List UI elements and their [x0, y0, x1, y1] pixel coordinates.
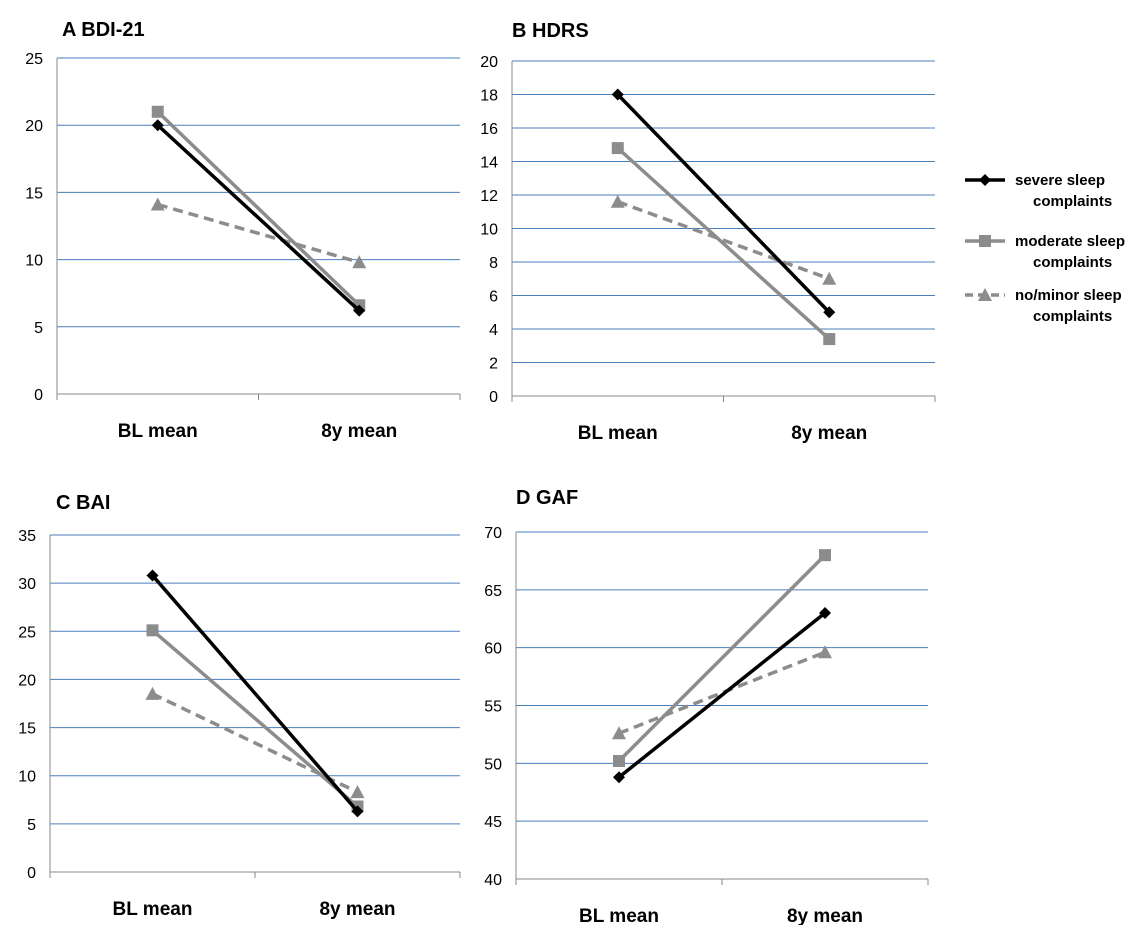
data-point-moderate [613, 755, 625, 768]
x-tick-label: BL mean [118, 421, 198, 442]
y-tick-label: 8 [489, 255, 498, 272]
y-tick-label: 60 [484, 641, 502, 658]
y-tick-label: 70 [484, 525, 502, 542]
x-tick-label: 8y mean [321, 421, 397, 442]
legend-label: severe sleep [1015, 172, 1105, 189]
y-tick-label: 35 [18, 528, 36, 545]
y-tick-label: 10 [480, 222, 498, 239]
data-point-nominor [350, 785, 365, 799]
panel-title: A BDI-21 [62, 19, 145, 41]
data-point-moderate [823, 333, 836, 346]
y-tick-label: 25 [18, 624, 36, 641]
data-point-nominor [822, 271, 837, 285]
series-line-nominor [618, 650, 826, 735]
y-tick-label: 4 [489, 322, 498, 339]
y-tick-label: 25 [25, 51, 43, 68]
y-tick-label: 5 [34, 320, 43, 337]
legend-label: complaints [1033, 193, 1112, 210]
data-point-nominor [610, 194, 625, 208]
legend-label: complaints [1033, 308, 1112, 325]
legend-label: moderate sleep [1015, 233, 1125, 250]
data-point-severe [351, 805, 364, 818]
data-point-nominor [612, 726, 626, 740]
panel-bai: C BAI 0 5 10 15 20 25 30 35 BL mean 8y mean [18, 492, 461, 920]
panel-title: D GAF [516, 487, 578, 509]
series-line-severe [156, 123, 361, 312]
y-tick-label: 10 [18, 769, 36, 786]
y-tick-label: 55 [484, 699, 502, 716]
x-tick-label: BL mean [578, 423, 658, 444]
y-tick-label: 0 [34, 387, 43, 404]
x-tick-label: 8y mean [791, 423, 867, 444]
y-tick-label: 5 [27, 817, 36, 834]
y-tick-label: 30 [18, 576, 36, 593]
panel-title: C BAI [56, 492, 110, 514]
series-line-moderate [616, 146, 831, 341]
data-point-moderate [819, 549, 831, 562]
y-tick-label: 20 [25, 118, 43, 135]
series-line-severe [616, 93, 831, 314]
y-tick-label: 16 [480, 121, 498, 138]
y-tick-label: 50 [484, 756, 502, 773]
legend-marker-nominor [978, 288, 992, 301]
legend-label: complaints [1033, 254, 1112, 271]
data-point-severe [819, 606, 831, 619]
legend-label: no/minor sleep [1015, 287, 1122, 304]
panel-hdrs: B HDRS 0 2 4 6 8 10 12 14 16 18 20 BL mean 8y mean [480, 20, 936, 444]
x-tick-label: BL mean [579, 906, 659, 925]
legend-marker-severe [979, 174, 991, 186]
data-point-severe [823, 306, 836, 319]
data-point-severe [613, 771, 625, 784]
panel-bdi21: A BDI-21 0 5 10 15 20 25 BL mean 8y mean [25, 19, 461, 442]
data-point-severe [146, 569, 159, 582]
y-tick-label: 40 [484, 872, 502, 889]
data-point-severe [353, 304, 366, 317]
data-point-moderate [146, 624, 159, 637]
y-tick-label: 15 [25, 185, 43, 202]
data-point-moderate [611, 142, 624, 155]
x-tick-label: BL mean [113, 899, 193, 920]
series-line-nominor [151, 692, 359, 794]
y-tick-label: 18 [480, 88, 498, 105]
y-tick-label: 10 [25, 253, 43, 270]
y-tick-label: 0 [489, 389, 498, 406]
y-tick-label: 65 [484, 583, 502, 600]
y-tick-label: 12 [480, 188, 498, 205]
series-line-moderate [617, 553, 827, 763]
data-point-nominor [352, 255, 367, 269]
x-tick-label: 8y mean [319, 899, 395, 920]
y-tick-label: 0 [27, 865, 36, 882]
y-tick-label: 14 [480, 155, 498, 172]
y-tick-label: 15 [18, 721, 36, 738]
data-point-nominor [145, 686, 160, 700]
data-point-moderate [151, 105, 164, 118]
y-tick-label: 20 [18, 672, 36, 689]
panel-gaf: D GAF 40 45 50 55 60 65 70 BL mean 8y mean [484, 487, 929, 925]
x-tick-label: 8y mean [787, 906, 863, 925]
series-line-severe [151, 574, 359, 813]
series-line-moderate [156, 110, 361, 307]
panel-title: B HDRS [512, 20, 589, 42]
data-point-nominor [818, 645, 832, 659]
y-tick-label: 45 [484, 814, 502, 831]
y-tick-label: 2 [489, 356, 498, 373]
series-line-moderate [151, 628, 359, 808]
series-line-nominor [617, 200, 830, 281]
y-tick-label: 6 [489, 289, 498, 306]
data-point-severe [611, 88, 624, 101]
legend-marker-moderate [979, 235, 991, 247]
data-point-nominor [150, 197, 165, 211]
series-line-nominor [157, 202, 360, 264]
legend: severe sleep complaints moderate sleep comp… [965, 172, 1125, 325]
y-tick-label: 20 [480, 54, 498, 71]
data-point-severe [151, 119, 164, 132]
series-line-severe [617, 611, 827, 779]
